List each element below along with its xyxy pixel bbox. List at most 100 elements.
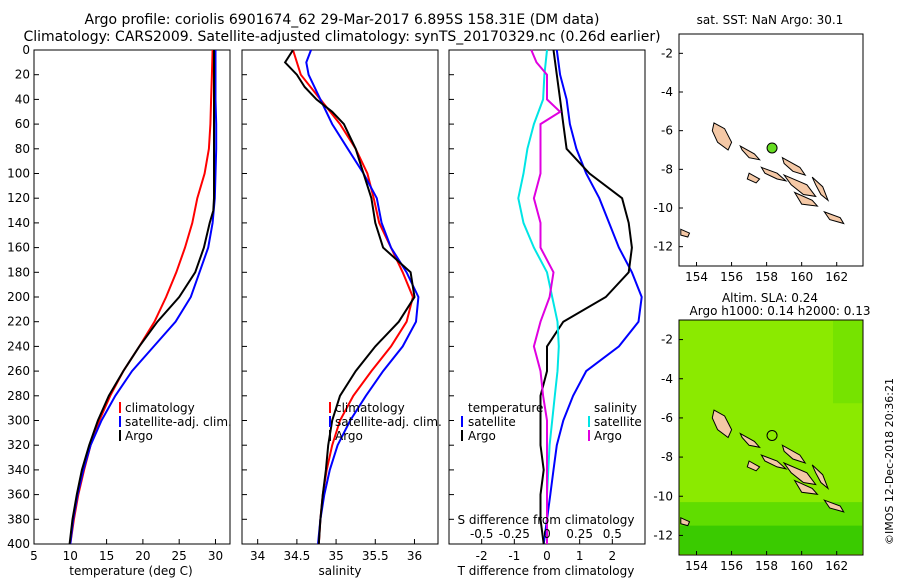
map-x-tick-label: 162 [825,270,848,284]
map-y-tick-label: -2 [661,46,673,60]
depth-tick-label: 360 [7,488,30,502]
x-tick-label: 35.5 [362,549,389,563]
depth-tick-label: 100 [7,167,30,181]
title-line-1: Argo profile: coriolis 6901674_62 29-Mar… [85,12,600,28]
x-tick-label: 15 [99,549,114,563]
depth-tick-label: 80 [15,142,30,156]
island [811,464,830,491]
island [781,156,807,177]
legend-label: temperature [468,401,543,415]
difference-xlabel: T difference from climatology [457,564,635,578]
argo-location-marker [766,142,778,154]
depth-tick-label: 260 [7,364,30,378]
island [782,173,817,198]
sla-map-title-2: Argo h1000: 0.14 h2000: 0.13 [690,304,871,318]
island [793,191,819,207]
island [781,444,807,464]
legend-label: satellite [468,415,516,429]
top-tick-label: -0.25 [499,527,530,541]
series-line-argo [283,49,416,545]
x-tick-label: 10 [63,549,78,563]
legend-label: Argo [594,429,622,443]
x-tick-label: 25 [172,549,187,563]
series-line-t-argo [539,49,633,545]
island [739,432,761,449]
difference-panel: -2 -1 0 1 2 T difference from climatology S … [448,49,646,578]
depth-tick-label: 240 [7,339,30,353]
series-line-climatology [292,49,414,545]
map-y-tick-label: -8 [661,450,673,464]
sst-map-title: sat. SST: NaN Argo: 30.1 [697,13,844,27]
depth-tick-label: 280 [7,389,30,403]
island [746,172,761,184]
legend-label: satellite-adj. clim. [125,415,232,429]
island [823,210,845,225]
map-y-tick-label: -6 [661,124,673,138]
map-x-tick-label: 156 [720,270,743,284]
map-y-tick-label: -6 [661,411,673,425]
map-y-tick-label: -12 [653,528,673,542]
watermark: ©IMOS 12-Dec-2018 20:36:21 [883,378,896,545]
legend-label: Argo [335,429,363,443]
island [760,454,788,470]
map-x-tick-label: 160 [790,270,813,284]
map-x-tick-label: 160 [790,559,813,573]
salinity-xlabel: salinity [318,564,361,578]
depth-tick-label: 60 [15,117,30,131]
series-line-s-argo [530,49,562,544]
sla-map-title-1: Altim. SLA: 0.24 [722,291,818,305]
map-y-tick-label: -8 [661,162,673,176]
map-y-tick-label: -4 [661,85,673,99]
legend-label: climatology [125,401,195,415]
top-tick-label: 0 [543,527,551,541]
series-line-satellite-adj-clim- [69,50,218,545]
legend-label: salinity [594,401,637,415]
top-tick-label: 0.25 [566,527,593,541]
depth-tick-label: 20 [15,68,30,82]
island [793,479,819,495]
x-tick-label: 0 [543,549,551,563]
x-tick-label: 34.5 [284,549,311,563]
map-x-tick-label: 158 [755,559,778,573]
island [811,176,830,202]
x-tick-label: 36 [407,549,422,563]
map-y-tick-label: -10 [653,489,673,503]
salinity-panel: 34 34.5 35 35.5 36 salinity [241,49,439,578]
x-tick-label: 30 [208,549,223,563]
depth-tick-label: 140 [7,216,30,230]
island [680,517,691,527]
sst-map: -2 -4 -6 -8 -10 -12 154 156 158 160 162 [653,33,864,284]
map-x-tick-label: 162 [825,559,848,573]
depth-tick-label: 380 [7,512,30,526]
x-tick-label: 2 [609,549,617,563]
island [746,460,761,472]
sla-map: -2 -4 -6 -8 -10 -12 154 156 158 160 162 [653,319,864,573]
legend-label: satellite [594,415,642,429]
temperature-xlabel: temperature (deg C) [69,564,192,578]
top-tick-label: 0.5 [603,527,622,541]
series-line-argo [68,50,215,545]
map-x-tick-label: 154 [685,270,708,284]
top-tick-label: -0.5 [470,527,493,541]
sla-lower-band [680,525,862,554]
x-tick-label: -1 [508,549,520,563]
legend-label: satellite-adj. clim. [335,415,442,429]
island [760,166,788,182]
temperature-panel: 0 20 40 60 80 100 120 140 160 180 200 220 240 260 280 3… [7,43,231,578]
island [823,499,845,513]
map-x-tick-label: 154 [685,559,708,573]
depth-tick-label: 400 [7,537,30,551]
depth-tick-label: 320 [7,438,30,452]
island [739,144,761,161]
depth-tick-label: 340 [7,463,30,477]
map-y-tick-label: -12 [653,240,673,254]
legend-label: climatology [335,401,405,415]
x-tick-label: 20 [135,549,150,563]
depth-tick-label: 40 [15,92,30,106]
x-tick-label: 35 [328,549,343,563]
legend-label: Argo [125,429,153,443]
x-tick-label: 34 [250,549,265,563]
